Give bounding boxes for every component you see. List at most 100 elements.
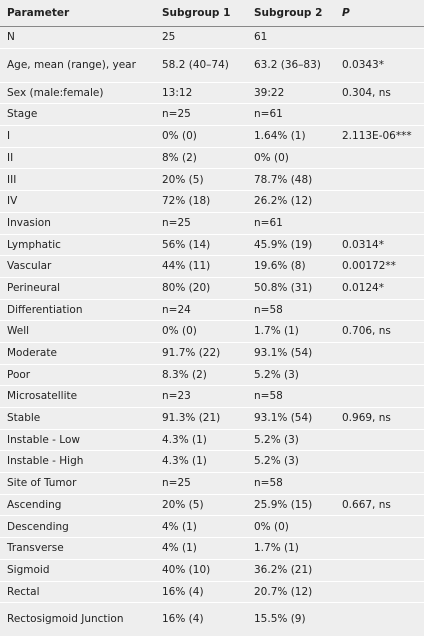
table-cell: 78.7% (48) bbox=[247, 169, 335, 191]
table-cell: 25 bbox=[155, 27, 247, 49]
table-cell bbox=[335, 581, 424, 603]
table-cell: n=61 bbox=[247, 104, 335, 126]
table-cell: 5.2% (3) bbox=[247, 429, 335, 451]
table-cell: 0% (0) bbox=[155, 321, 247, 343]
table-cell: 0.00172** bbox=[335, 256, 424, 278]
table-cell: 0.0314* bbox=[335, 234, 424, 256]
table-cell: 4.3% (1) bbox=[155, 429, 247, 451]
row-label: IV bbox=[0, 191, 155, 213]
table-cell: 0% (0) bbox=[155, 126, 247, 148]
table-cell: 63.2 (36–83) bbox=[247, 48, 335, 82]
row-label: Age, mean (range), year bbox=[0, 48, 155, 82]
table-cell: n=23 bbox=[155, 386, 247, 408]
table-cell: 20.7% (12) bbox=[247, 581, 335, 603]
table-cell bbox=[335, 473, 424, 495]
row-label: Instable - High bbox=[0, 451, 155, 473]
table-cell: 20% (5) bbox=[155, 494, 247, 516]
table-cell: 8% (2) bbox=[155, 147, 247, 169]
table-cell: 80% (20) bbox=[155, 277, 247, 299]
table-cell bbox=[335, 212, 424, 234]
table-cell bbox=[335, 27, 424, 49]
row-label: Ascending bbox=[0, 494, 155, 516]
table-cell: 5.2% (3) bbox=[247, 451, 335, 473]
table-cell bbox=[335, 364, 424, 386]
table-cell bbox=[335, 603, 424, 636]
table-cell: 39:22 bbox=[247, 82, 335, 104]
table-cell bbox=[335, 429, 424, 451]
table-cell: n=58 bbox=[247, 473, 335, 495]
table-cell: 0.0124* bbox=[335, 277, 424, 299]
column-header: Parameter bbox=[0, 0, 155, 27]
table-cell: 16% (4) bbox=[155, 603, 247, 636]
row-label: III bbox=[0, 169, 155, 191]
row-label: Lymphatic bbox=[0, 234, 155, 256]
row-label: Moderate bbox=[0, 342, 155, 364]
table-cell: 40% (10) bbox=[155, 559, 247, 581]
table-cell: n=25 bbox=[155, 212, 247, 234]
row-label: Sigmoid bbox=[0, 559, 155, 581]
table-cell: 1.7% (1) bbox=[247, 538, 335, 560]
table-cell: 4.3% (1) bbox=[155, 451, 247, 473]
table-cell: 36.2% (21) bbox=[247, 559, 335, 581]
column-header: Subgroup 2 bbox=[247, 0, 335, 27]
column-header: P bbox=[335, 0, 424, 27]
table-cell bbox=[335, 451, 424, 473]
row-label: Site of Tumor bbox=[0, 473, 155, 495]
table-cell: 0.667, ns bbox=[335, 494, 424, 516]
table-cell: n=24 bbox=[155, 299, 247, 321]
row-label: Well bbox=[0, 321, 155, 343]
table-cell: 25.9% (15) bbox=[247, 494, 335, 516]
table-cell bbox=[335, 559, 424, 581]
table-cell bbox=[335, 104, 424, 126]
table-cell: 19.6% (8) bbox=[247, 256, 335, 278]
row-label: N bbox=[0, 27, 155, 49]
table-cell: 0.304, ns bbox=[335, 82, 424, 104]
row-label: Stage bbox=[0, 104, 155, 126]
table-cell: n=61 bbox=[247, 212, 335, 234]
table-cell: 13:12 bbox=[155, 82, 247, 104]
row-label: Descending bbox=[0, 516, 155, 538]
table-cell: 72% (18) bbox=[155, 191, 247, 213]
table-cell: 45.9% (19) bbox=[247, 234, 335, 256]
table-cell: 44% (11) bbox=[155, 256, 247, 278]
table-cell bbox=[335, 147, 424, 169]
table-cell bbox=[335, 538, 424, 560]
table-cell: 26.2% (12) bbox=[247, 191, 335, 213]
row-label: Differentiation bbox=[0, 299, 155, 321]
table-cell: 56% (14) bbox=[155, 234, 247, 256]
row-label: Transverse bbox=[0, 538, 155, 560]
row-label: Vascular bbox=[0, 256, 155, 278]
table-cell bbox=[335, 386, 424, 408]
table-cell: 50.8% (31) bbox=[247, 277, 335, 299]
table-cell: 91.7% (22) bbox=[155, 342, 247, 364]
table-cell: 91.3% (21) bbox=[155, 408, 247, 430]
row-label: I bbox=[0, 126, 155, 148]
table-cell: 93.1% (54) bbox=[247, 342, 335, 364]
table-cell: n=58 bbox=[247, 386, 335, 408]
table-cell: 4% (1) bbox=[155, 516, 247, 538]
